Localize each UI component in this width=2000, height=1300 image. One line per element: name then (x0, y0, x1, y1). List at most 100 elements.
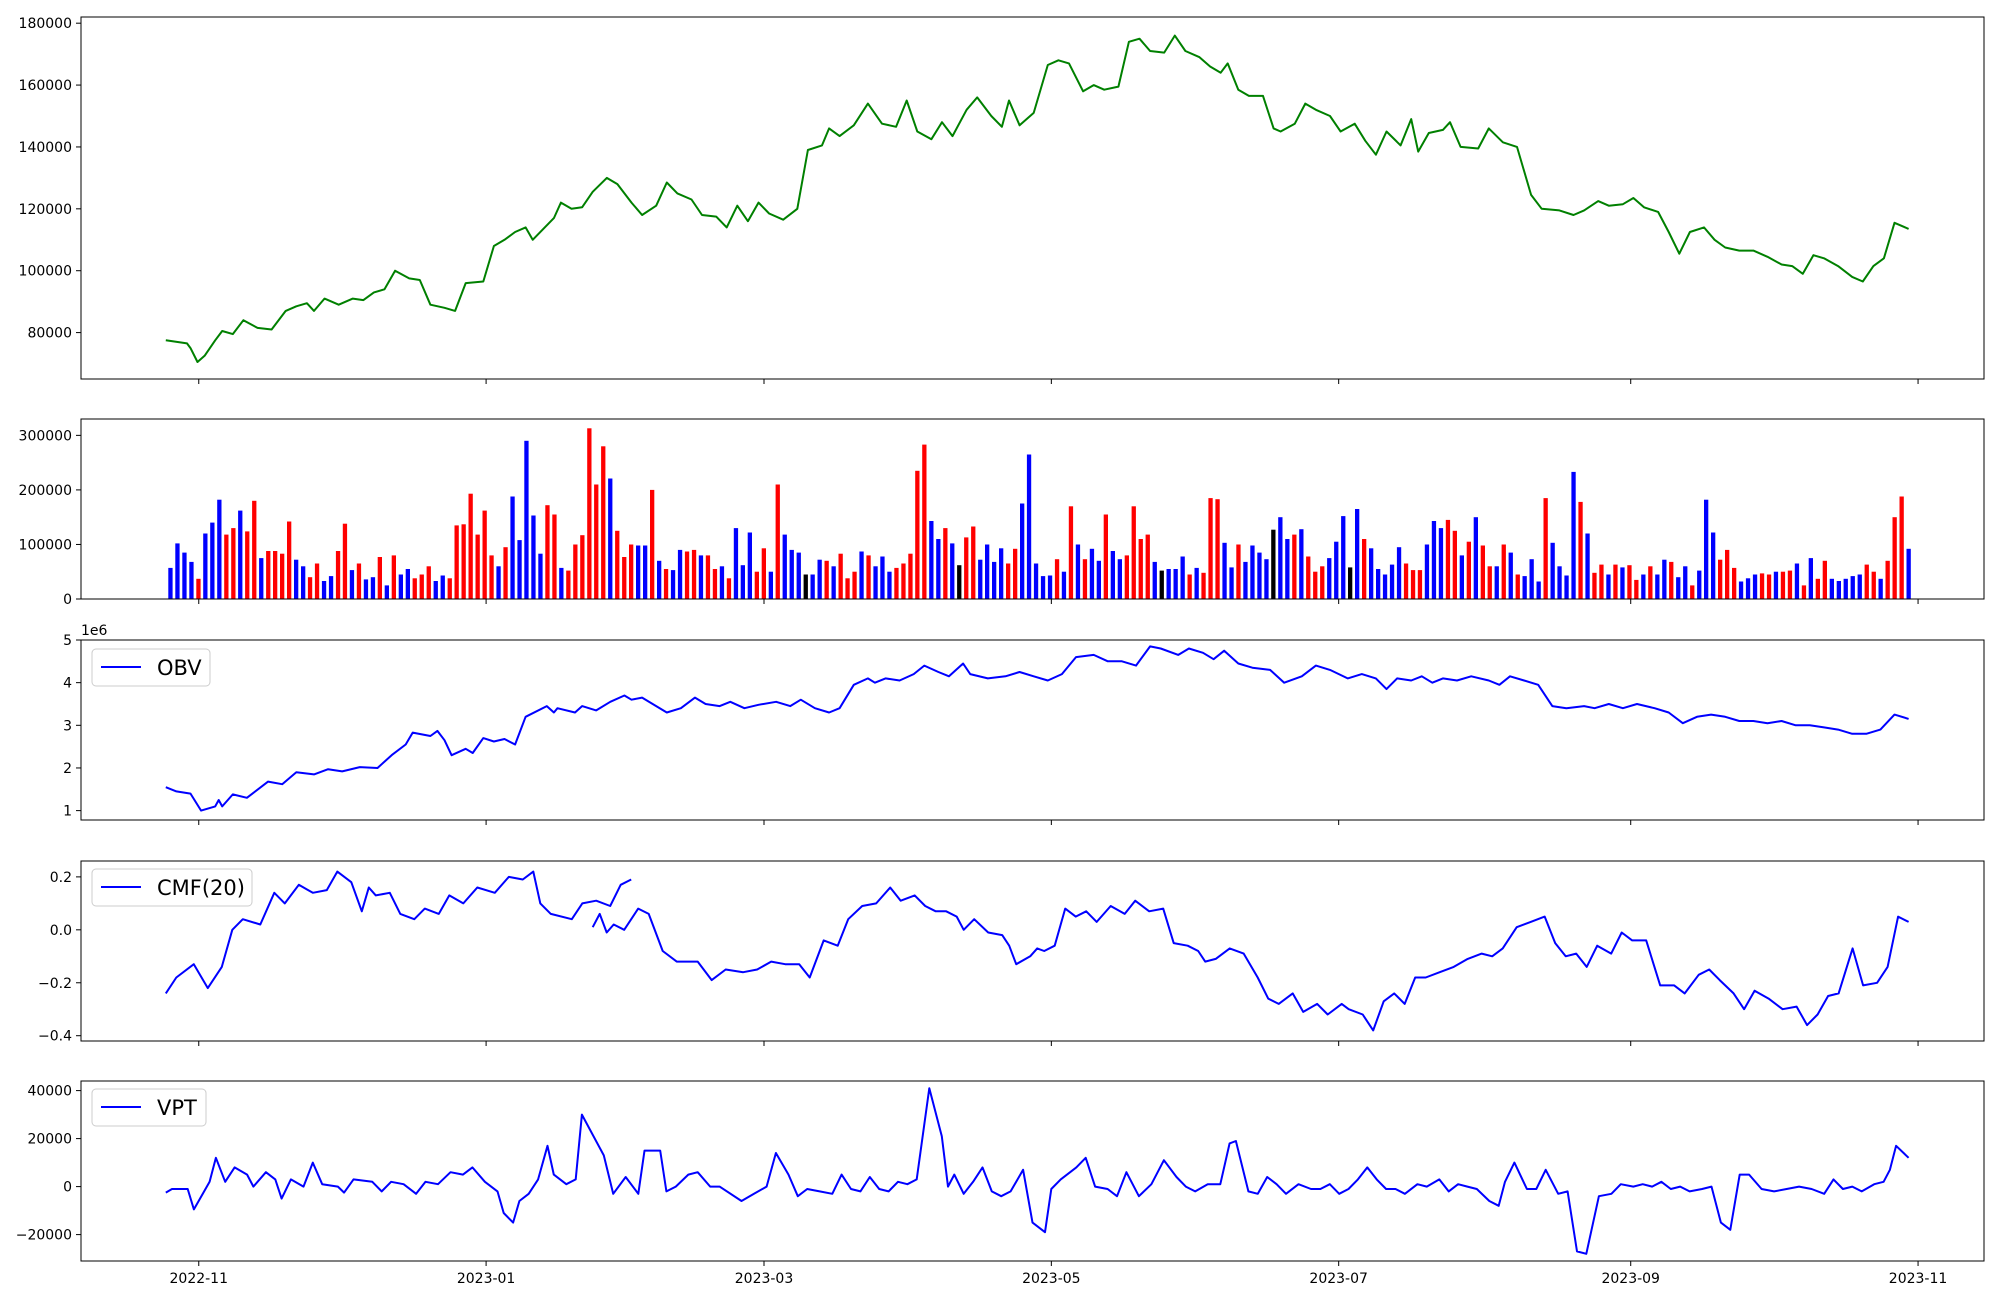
volume-bar (1389, 564, 1395, 599)
volume-bar (496, 566, 501, 599)
volume-bar (1564, 575, 1569, 599)
volume-bar (1480, 545, 1485, 599)
volume-bar (1173, 569, 1178, 599)
volume-bar (189, 561, 194, 599)
volume-bar (175, 543, 180, 599)
price-ytick-label: 80000 (27, 326, 72, 342)
price-ytick-label: 160000 (19, 78, 72, 94)
volume-bar (880, 556, 885, 599)
volume-bar (266, 551, 271, 599)
volume-bar (1871, 571, 1876, 599)
volume-bar (1166, 569, 1171, 599)
volume-bar (377, 557, 382, 599)
volume-bar (217, 499, 222, 599)
volume-bar (838, 553, 843, 599)
volume-bar (1543, 498, 1548, 599)
volume-bar (1829, 578, 1834, 599)
volume-bar (650, 489, 655, 599)
volume-bar (1187, 574, 1192, 599)
volume-bar (489, 555, 494, 599)
cmf-line-segment-1 (591, 886, 1910, 1032)
volume-bar (629, 544, 634, 599)
volume-bar (363, 579, 369, 599)
obv-legend-label: OBV (157, 656, 202, 680)
volume-bar (845, 578, 850, 599)
cmf-series (164, 870, 1910, 1032)
volume-bar (789, 549, 794, 599)
volume-bar (391, 555, 396, 599)
volume-bar (349, 570, 355, 599)
volume-ytick-label: 200000 (19, 483, 72, 499)
volume-ytick-label: 100000 (19, 537, 72, 553)
volume-bar (301, 566, 306, 599)
volume-bar (1159, 570, 1164, 599)
volume-bar (1152, 561, 1157, 599)
volume-bar (643, 545, 648, 599)
vpt-line (165, 1087, 1910, 1255)
volume-bar (1815, 578, 1820, 599)
volume-bar (1026, 454, 1032, 599)
volume-bar (1592, 572, 1597, 599)
volume-bar (231, 528, 236, 599)
volume-bar (1355, 509, 1360, 599)
volume-bar (1243, 561, 1248, 599)
volume-bar (943, 528, 948, 599)
volume-bar (929, 521, 934, 599)
volume-bar (342, 523, 348, 599)
volume-ytick-label: 0 (63, 592, 72, 608)
obv-ytick-label: 4 (63, 676, 72, 692)
volume-bar (1075, 544, 1081, 599)
volume-bar (1697, 570, 1702, 599)
volume-bar (1683, 566, 1688, 599)
cmf-ytick-label: 0.0 (50, 923, 72, 939)
volume-bar (168, 567, 173, 599)
volume-bar (1711, 532, 1716, 599)
volume-bar (754, 571, 759, 599)
volume-bar (698, 555, 704, 599)
vpt-series (165, 1087, 1910, 1255)
volume-bar (503, 547, 508, 599)
xtick-label: 2023-03 (735, 1271, 794, 1287)
volume-bar (1250, 545, 1255, 599)
volume-bar (1382, 574, 1388, 599)
volume-ytick-label: 300000 (19, 428, 72, 444)
volume-bar (1201, 572, 1206, 599)
volume-bar (1292, 534, 1297, 599)
volume-bar (1550, 542, 1555, 599)
volume-bar (775, 484, 780, 599)
vpt-ytick-label: 40000 (27, 1084, 72, 1100)
obv-panel: 1e6 1 2 3 4 5 OBV (63, 623, 1985, 821)
volume-bar (1334, 541, 1339, 599)
volume-bar (1103, 514, 1108, 599)
volume-bar (238, 510, 243, 599)
volume-bar (691, 549, 697, 599)
obv-series (165, 645, 1909, 812)
volume-bar (601, 446, 606, 599)
volume-bar (203, 533, 208, 599)
volume-bar (273, 551, 278, 599)
volume-bar (908, 553, 913, 599)
volume-bar (1194, 567, 1199, 599)
volume-bar (1438, 528, 1444, 599)
volume-bar (1068, 506, 1074, 599)
price-ytick-label: 140000 (19, 140, 72, 156)
volume-bar (950, 543, 955, 599)
volume-bar (1208, 498, 1213, 599)
volume-bar (873, 566, 878, 599)
volume-bar (1466, 541, 1471, 599)
volume-bar (1787, 570, 1793, 599)
cmf-axes-frame (80, 860, 1985, 1042)
vpt-legend-box (91, 1088, 207, 1127)
volume-bar (510, 496, 515, 599)
volume-bar (1487, 566, 1492, 599)
volume-bar (1376, 569, 1381, 599)
volume-bar (1313, 571, 1318, 599)
volume-bar (370, 577, 376, 599)
obv-ytick-label: 5 (63, 633, 72, 649)
volume-bar (1299, 529, 1304, 599)
volume-bar (971, 526, 976, 599)
obv-axes-frame (80, 639, 1985, 821)
volume-bar (524, 440, 529, 599)
volume-bar (887, 571, 892, 599)
obv-legend-box (91, 648, 211, 687)
